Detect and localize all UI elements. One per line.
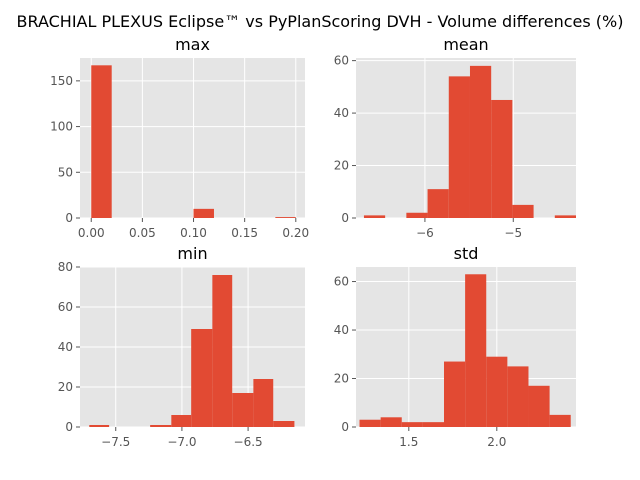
histogram-bar	[401, 422, 423, 427]
histogram-bar	[171, 415, 192, 427]
histogram-bar	[512, 204, 534, 218]
y-tick-label: 60	[334, 275, 349, 289]
histogram-bar	[486, 356, 508, 427]
subplot-title: std	[454, 244, 479, 263]
histogram-bar	[549, 414, 571, 427]
y-tick-label: 20	[334, 372, 349, 386]
histogram-bar	[191, 329, 213, 427]
histogram-bar	[422, 422, 444, 427]
x-tick-label: −5	[504, 226, 522, 240]
histogram-bar	[89, 425, 110, 427]
y-tick-label: 0	[65, 211, 73, 225]
subplot-mean: 0 20 40 60 −6 −5 mean	[334, 35, 576, 240]
histogram-bar	[275, 217, 296, 218]
histogram-bar	[232, 393, 254, 427]
subplot-max: 0 50 100 150 0.00 0.05 0.10 0.15 0.20 max	[50, 35, 309, 240]
x-tick-label: 0.20	[282, 226, 309, 240]
histogram-bar	[273, 421, 295, 427]
histogram-bar	[491, 99, 513, 218]
x-tick-label: −6.5	[234, 435, 263, 449]
histogram-bar	[91, 65, 112, 218]
y-tick-label: 60	[58, 300, 73, 314]
histogram-bar	[448, 76, 470, 218]
y-tick-label: 60	[334, 54, 349, 68]
histogram-bar	[150, 425, 172, 427]
y-tick-label: 150	[50, 74, 73, 88]
x-tick-label: 0.05	[129, 226, 156, 240]
y-tick-label: 0	[65, 420, 73, 434]
histogram-bar	[427, 189, 449, 218]
y-tick-label: 20	[334, 159, 349, 173]
histogram-bar	[380, 417, 402, 427]
histogram-bar	[465, 274, 487, 427]
histogram-bar	[212, 275, 233, 427]
y-tick-label: 20	[58, 380, 73, 394]
histogram-bar	[528, 385, 550, 427]
x-tick-label: −6	[416, 226, 434, 240]
x-tick-label: 0.00	[78, 226, 105, 240]
histogram-bar	[363, 215, 386, 218]
y-tick-label: 40	[334, 106, 349, 120]
subplot-std: 0 20 40 60 1.5 2.0 std	[334, 244, 576, 449]
x-tick-label: −7.5	[101, 435, 130, 449]
y-tick-label: 40	[58, 340, 73, 354]
x-tick-label: 0.10	[180, 226, 207, 240]
histogram-bar	[469, 65, 492, 218]
y-tick-label: 0	[341, 420, 349, 434]
figure-suptitle: BRACHIAL PLEXUS Eclipse™ vs PyPlanScorin…	[17, 12, 624, 31]
plot-area	[80, 58, 305, 218]
subplot-title: max	[175, 35, 210, 54]
y-tick-label: 50	[58, 165, 73, 179]
subplot-min: 0 20 40 60 80 −7.5 −7.0 −6.5 min	[58, 244, 305, 449]
y-tick-label: 80	[58, 260, 73, 274]
y-tick-label: 0	[341, 211, 349, 225]
histogram-bar	[444, 361, 466, 427]
subplot-title: mean	[443, 35, 488, 54]
histogram-bar	[193, 208, 214, 218]
subplot-title: min	[177, 244, 207, 263]
histogram-bar	[406, 212, 428, 218]
x-tick-label: 1.5	[399, 435, 418, 449]
x-tick-label: −7.0	[167, 435, 196, 449]
histogram-bar	[507, 366, 529, 427]
histogram-bar	[253, 379, 274, 427]
y-tick-label: 40	[334, 323, 349, 337]
histogram-bar	[359, 419, 381, 427]
y-tick-label: 100	[50, 120, 73, 134]
x-tick-label: 2.0	[487, 435, 506, 449]
histogram-bar	[554, 215, 576, 218]
x-tick-label: 0.15	[231, 226, 258, 240]
